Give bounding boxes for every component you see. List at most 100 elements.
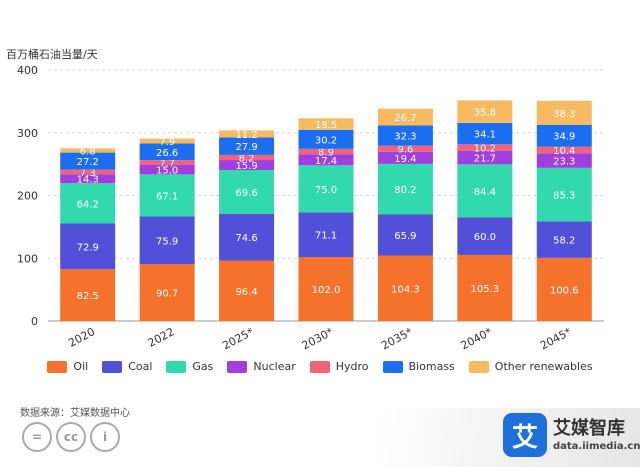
bar-segment-oil [377, 255, 433, 321]
attribution-person-icon: i [90, 422, 120, 452]
data-label: 19.4 [394, 154, 416, 165]
data-label: 34.1 [474, 130, 496, 141]
x-tick-label: 2025* [220, 325, 256, 350]
legend-swatch [309, 360, 330, 373]
bar-segment-coal [219, 213, 275, 261]
brand-logo-icon: 艾 [503, 413, 547, 457]
bar-segment-nuclear [377, 151, 433, 164]
data-label: 105.3 [471, 284, 500, 295]
bar-segment-oil [298, 256, 354, 321]
bar-segment-oil [536, 257, 592, 321]
data-label: 9.6 [397, 145, 413, 156]
y-tick-label: 200 [17, 190, 38, 203]
bar-segment-coal [377, 214, 433, 256]
bar-segment-hydro [536, 146, 592, 154]
bar-segment-coal [139, 216, 195, 265]
data-label: 7.3 [80, 168, 96, 179]
brand-name: 艾媒智库 [553, 418, 625, 439]
data-label: 96.4 [235, 287, 257, 298]
data-label: 10.2 [474, 143, 496, 154]
data-label: 82.5 [77, 291, 99, 302]
legend-item: Biomass [382, 360, 455, 373]
bar-segment-oil [139, 264, 195, 321]
data-label: 38.3 [553, 109, 575, 120]
bar-segment-hydro [139, 160, 195, 165]
bar-segment-hydro [377, 145, 433, 152]
bar-segment-other-renewables [139, 138, 195, 144]
data-label: 18.5 [315, 120, 337, 131]
bar-segment-coal [60, 223, 116, 270]
bar-segment-oil [60, 269, 116, 321]
bar-segment-nuclear [60, 174, 116, 184]
data-label: 26.7 [394, 113, 416, 124]
legend-label: Biomass [408, 360, 455, 373]
stacked-bar-chart: 0 100 200 300 400 82.5 72.9 64.2 14.37.327.26.8 2… [17, 64, 604, 350]
license-icons: = cc i [22, 422, 120, 452]
data-source-note: 数据来源：艾媒数据中心 [20, 408, 130, 419]
data-label: 72.9 [77, 242, 99, 253]
bar-segment-coal [457, 217, 513, 255]
data-label: 30.2 [315, 135, 337, 146]
bar-segment-oil [457, 254, 513, 321]
bar-segment-hydro [60, 169, 116, 175]
y-axis-unit-label: 百万桶石油当量/天 [6, 48, 98, 61]
bar-segment-other-renewables [457, 100, 513, 123]
bar-segment-nuclear [298, 154, 354, 166]
data-label: 27.2 [77, 157, 99, 168]
y-tick-label: 100 [17, 252, 38, 265]
bar-segment-gas [377, 163, 433, 215]
bar-segment-other-renewables [219, 130, 275, 138]
y-tick-label: 400 [17, 64, 38, 77]
legend-swatch [382, 360, 403, 373]
data-label: 10.4 [553, 146, 575, 157]
legend-label: Gas [192, 360, 214, 373]
data-label: 60.0 [474, 232, 496, 243]
data-label: 75.9 [156, 236, 178, 247]
legend-label: Coal [128, 360, 153, 373]
bar-segment-nuclear [457, 150, 513, 165]
x-tick-label: 2035* [379, 325, 415, 350]
data-label: 75.0 [315, 185, 337, 196]
legend-swatch [166, 360, 187, 373]
bar-segment-gas [457, 164, 513, 218]
bar-segment-gas [219, 170, 275, 214]
legend-label: Nuclear [253, 360, 296, 373]
bar-segment-hydro [298, 148, 354, 155]
data-label: 74.6 [235, 233, 257, 244]
data-label: 35.8 [474, 108, 496, 119]
data-label: 100.6 [550, 285, 579, 296]
legend-swatch [47, 360, 68, 373]
data-label: 23.3 [553, 157, 575, 168]
bar-segment-biomass [536, 124, 592, 147]
legend-item: Gas [166, 360, 213, 373]
bar-segment-other-renewables [536, 100, 592, 125]
data-label: 104.3 [391, 284, 420, 295]
data-label: 84.4 [474, 187, 496, 198]
data-label: 67.1 [156, 191, 178, 202]
data-label: 15.0 [156, 166, 178, 177]
bar-segment-gas [139, 174, 195, 217]
data-label: 17.4 [315, 156, 337, 167]
bar-segment-gas [60, 183, 116, 224]
bar-segment-hydro [457, 144, 513, 151]
x-tick-label: 2020 [66, 325, 97, 350]
bar-segment-other-renewables [60, 148, 116, 153]
bar-segment-biomass [457, 122, 513, 145]
bar-segment-biomass [139, 143, 195, 161]
legend-label: Other renewables [494, 360, 593, 373]
bar-segment-other-renewables [377, 108, 433, 126]
legend-swatch [102, 360, 123, 373]
data-label: 8.9 [318, 148, 334, 159]
data-label: 6.8 [80, 146, 96, 157]
data-label: 32.3 [394, 132, 416, 143]
bar-segment-nuclear [139, 164, 195, 175]
legend-label: Oil [73, 360, 89, 373]
data-label: 27.9 [235, 142, 257, 153]
data-label: 21.7 [474, 154, 496, 165]
bar-segment-coal [298, 212, 354, 257]
bar-segment-gas [536, 167, 592, 222]
brand-url: data.iimedia.cn [553, 441, 640, 452]
legend-item: Hydro [309, 360, 369, 373]
data-label: 34.9 [553, 132, 575, 143]
creative-commons-icon: cc [56, 422, 86, 452]
